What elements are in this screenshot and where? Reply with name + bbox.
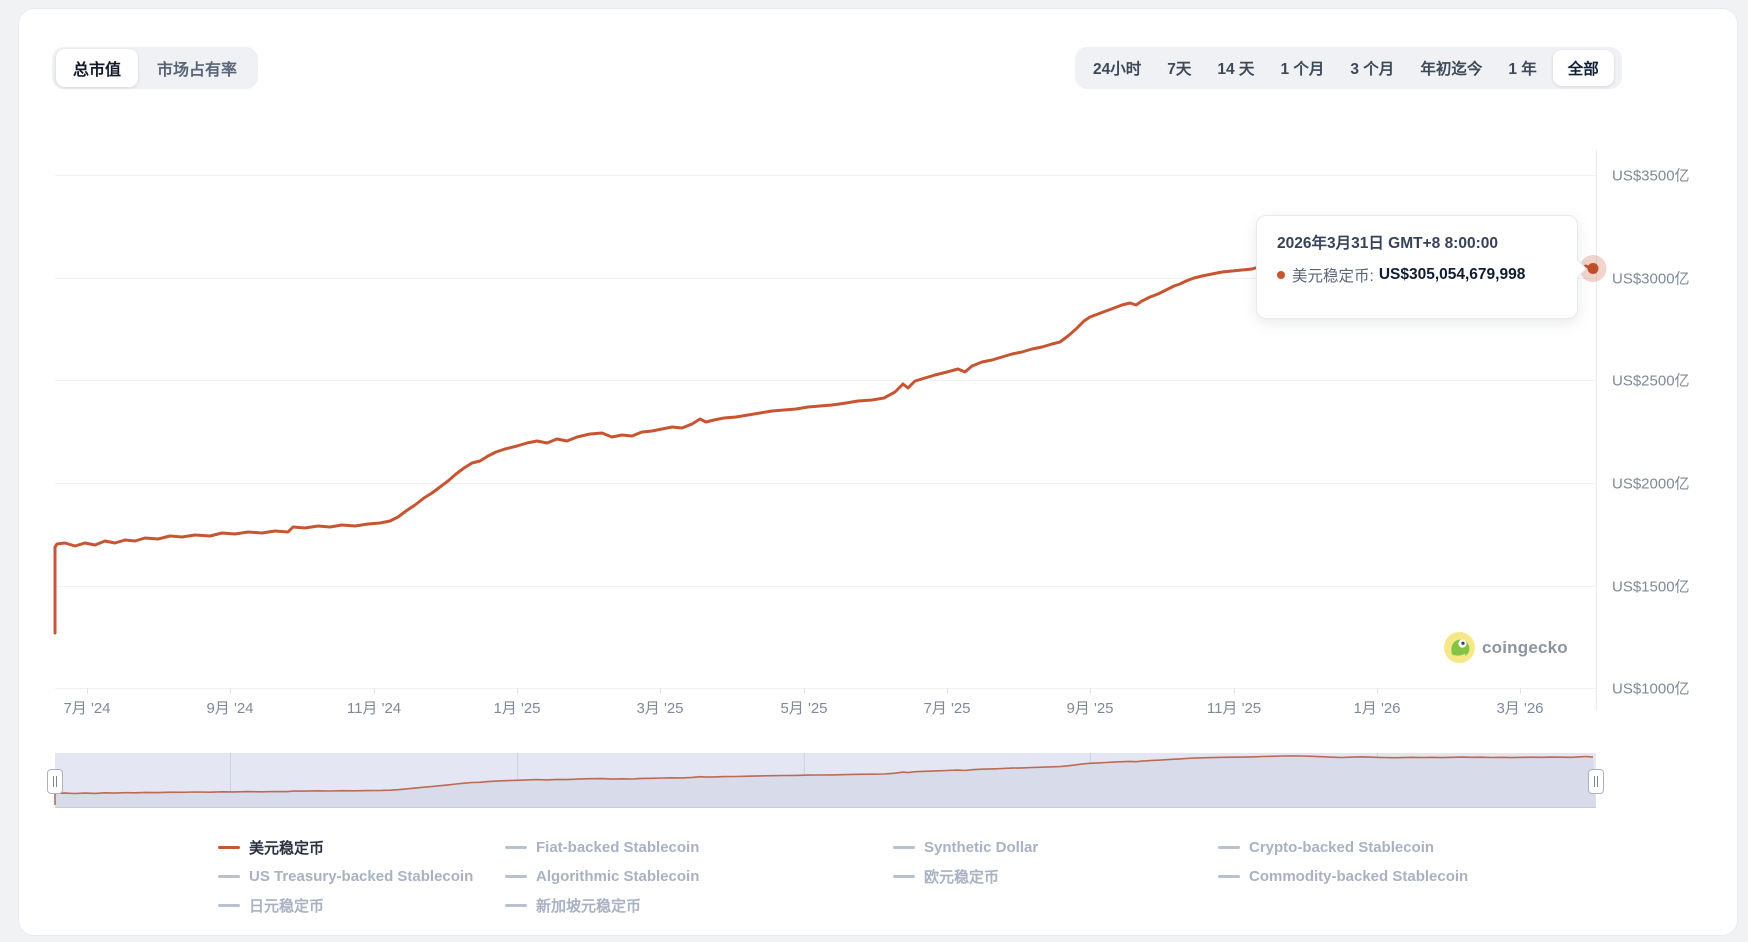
coingecko-watermark: coingecko [1444,632,1568,663]
y-axis-line [1596,150,1597,711]
legend-item-label: Algorithmic Stablecoin [536,867,700,885]
range-option-2[interactable]: 14 天 [1217,61,1255,78]
range-option-7[interactable]: 全部 [1552,50,1614,86]
legend-item-label: Fiat-backed Stablecoin [536,838,700,856]
tooltip-series-value: US$305,054,679,998 [1378,266,1526,283]
range-option-0[interactable]: 24小时 [1093,61,1142,78]
tooltip-series-label: 美元稳定币: [1292,268,1374,285]
legend-dash-icon [505,903,527,907]
x-axis-tick-8 [1234,688,1235,694]
range-option-4[interactable]: 3 个月 [1350,61,1395,78]
chart-tooltip: 2026年3月31日 GMT+8 8:00:00 美元稳定币: US$305,0… [1256,215,1578,319]
x-axis-tick-9 [1377,688,1378,694]
x-axis-label-5: 5月 '25 [780,700,828,717]
navigator-label-0: 9月 '24 [208,792,252,807]
series-color-dot-icon [1277,271,1285,279]
x-axis-label-10: 3月 '26 [1496,700,1544,717]
y-axis-label-2000: US$2000亿 [1612,475,1690,493]
legend-item-3-0[interactable]: Crypto-backed Stablecoin [1218,836,1468,858]
legend-item-0-1[interactable]: US Treasury-backed Stablecoin [218,865,473,887]
legend-item-label: US Treasury-backed Stablecoin [249,867,474,885]
legend-dash-icon [218,903,240,907]
legend-dash-icon [505,845,527,849]
x-axis-tick-5 [804,688,805,694]
legend-item-3-1[interactable]: Commodity-backed Stablecoin [1218,865,1468,887]
range-option-5[interactable]: 年初迄今 [1420,61,1483,78]
y-axis-label-3500: US$3500亿 [1612,167,1690,185]
x-axis-label-3: 1月 '25 [493,700,541,717]
y-axis-label-1500: US$1500亿 [1612,578,1690,596]
legend-item-1-2[interactable]: 新加坡元稳定币 [505,894,699,916]
legend-dash-icon [505,874,527,878]
legend-item-label: 日元稳定币 [249,897,325,915]
y-axis-label-2500: US$2500亿 [1612,372,1690,390]
legend-column-2: Synthetic Dollar 欧元稳定币 [893,836,1038,887]
range-selector: 24小时 7天 14 天 1 个月 3 个月 年初迄今 1 年全部 [1075,47,1622,89]
legend-item-2-1[interactable]: 欧元稳定币 [893,865,1038,887]
legend-item-label: Synthetic Dollar [924,838,1039,856]
view-toggle: 总市值 市场占有率 [52,47,259,89]
tooltip-series-row: 美元稳定币: US$305,054,679,998 [1277,264,1557,286]
range-option-3[interactable]: 1 个月 [1280,61,1325,78]
navigator-left-handle[interactable] [47,769,63,794]
x-axis-label-9: 1月 '26 [1353,700,1401,717]
x-axis-tick-4 [660,688,661,694]
legend-dash-icon [218,845,240,849]
x-axis-label-2: 11月 '24 [346,700,402,717]
coingecko-watermark-text: coingecko [1482,637,1568,657]
x-axis-label-0: 7月 '24 [63,700,111,717]
x-axis-tick-10 [1520,688,1521,694]
legend-item-label: 欧元稳定币 [924,868,1000,886]
legend-dash-icon [218,874,240,878]
y-axis-label-3000: US$3000亿 [1612,270,1690,288]
legend-item-label: Crypto-backed Stablecoin [1249,838,1435,856]
navigator-right-handle[interactable] [1588,769,1604,794]
legend-dash-icon [1218,874,1240,878]
view-tab-1[interactable]: 市场占有率 [157,62,238,79]
gridline-1000 [55,688,1596,689]
legend-column-1: Fiat-backed Stablecoin Algorithmic Stable… [505,836,699,916]
x-axis-tick-0 [87,688,88,694]
view-tab-0[interactable]: 总市值 [56,49,139,87]
y-axis-label-1000: US$1000亿 [1612,680,1690,698]
legend-dash-icon [1218,845,1240,849]
x-axis-label-8: 11月 '25 [1206,700,1262,717]
legend-item-2-0[interactable]: Synthetic Dollar [893,836,1038,858]
legend-column-3: Crypto-backed Stablecoin Commodity-backed… [1218,836,1468,887]
navigator-label-3: 9月 '25 [1068,792,1112,807]
x-axis-tick-6 [947,688,948,694]
navigator-label-4: 1月 '26 [1355,792,1399,807]
x-axis-tick-7 [1090,688,1091,694]
x-axis-label-4: 3月 '25 [636,700,684,717]
legend-column-0: 美元稳定币 US Treasury-backed Stablecoin 日元稳定币 [218,836,473,916]
range-option-1[interactable]: 7天 [1167,61,1192,78]
legend-item-label: 美元稳定币 [249,839,325,857]
coingecko-gecko-icon [1444,632,1475,663]
x-axis-tick-2 [374,688,375,694]
legend-item-label: 新加坡元稳定币 [536,897,642,915]
x-axis-label-7: 9月 '25 [1066,700,1114,717]
navigator-label-1: 1月 '25 [495,792,539,807]
tooltip-date: 2026年3月31日 GMT+8 8:00:00 [1277,235,1498,252]
gridline-2500 [55,380,1596,381]
legend-item-label: Commodity-backed Stablecoin [1249,867,1469,885]
gridline-2000 [55,483,1596,484]
x-axis-tick-1 [230,688,231,694]
gridline-3500 [55,175,1596,176]
x-axis-label-6: 7月 '25 [923,700,971,717]
x-axis-label-1: 9月 '24 [206,700,254,717]
legend-dash-icon [893,845,915,849]
legend-dash-icon [893,874,915,878]
x-axis-tick-3 [517,688,518,694]
legend-item-0-2[interactable]: 日元稳定币 [218,894,473,916]
navigator-label-2: 5月 '25 [782,792,826,807]
legend-item-1-1[interactable]: Algorithmic Stablecoin [505,865,699,887]
legend-item-0-0[interactable]: 美元稳定币 [218,836,473,858]
legend-item-1-0[interactable]: Fiat-backed Stablecoin [505,836,699,858]
gridline-1500 [55,586,1596,587]
range-option-6[interactable]: 1 年 [1508,61,1537,78]
